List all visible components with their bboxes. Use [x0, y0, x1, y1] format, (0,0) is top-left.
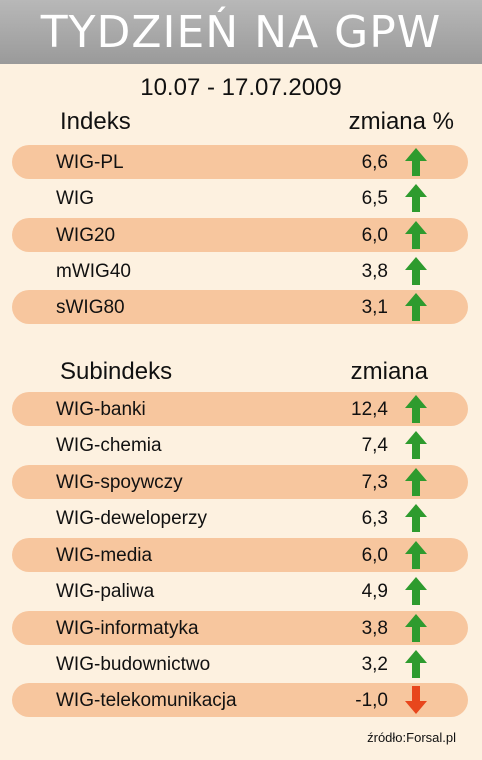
subindex-change: 3,2	[361, 654, 388, 675]
subindex-change: 3,8	[361, 618, 388, 639]
subindex-row: WIG-informatyka 3,8	[12, 611, 468, 645]
subindex-name: WIG-chemia	[56, 435, 162, 456]
up-arrow-icon	[405, 184, 427, 212]
index-name: WIG-PL	[56, 152, 124, 173]
up-arrow-icon	[405, 148, 427, 176]
subindex-change: 7,3	[361, 472, 388, 493]
subindices-header: Subindeks zmiana	[0, 358, 482, 388]
subindex-change: 4,9	[361, 581, 388, 602]
indices-column-name: Indeks	[60, 108, 131, 135]
up-arrow-icon	[405, 577, 427, 605]
index-change: 6,5	[361, 188, 388, 209]
index-name: sWIG80	[56, 297, 125, 318]
source-note: źródło:Forsal.pl	[367, 730, 456, 745]
subindex-row: WIG-budownictwo 3,2	[12, 647, 468, 681]
date-range: 10.07 - 17.07.2009	[140, 74, 342, 101]
index-row: sWIG80 3,1	[12, 290, 468, 324]
subindices-column-name: Subindeks	[60, 358, 173, 385]
subindex-change: 6,3	[361, 508, 388, 529]
indices-header: Indeks zmiana %	[0, 108, 482, 138]
index-row: WIG 6,5	[12, 181, 468, 215]
subindex-name: WIG-banki	[56, 399, 146, 420]
subindex-row: WIG-banki 12,4	[12, 392, 468, 426]
subindex-row: WIG-media 6,0	[12, 538, 468, 572]
index-row: WIG20 6,0	[12, 218, 468, 252]
subindex-name: WIG-informatyka	[56, 618, 199, 639]
header-banner: TYDZIEŃ NA GPW	[0, 0, 482, 64]
subindex-row: WIG-deweloperzy 6,3	[12, 501, 468, 535]
subindex-name: WIG-paliwa	[56, 581, 155, 602]
subindex-row: WIG-telekomunikacja -1,0	[12, 683, 468, 717]
down-arrow-icon	[405, 686, 427, 714]
subindex-name: WIG-deweloperzy	[56, 508, 207, 529]
subindex-change: 6,0	[361, 545, 388, 566]
up-arrow-icon	[405, 431, 427, 459]
up-arrow-icon	[405, 468, 427, 496]
index-change: 6,0	[361, 225, 388, 246]
subindex-name: WIG-budownictwo	[56, 654, 211, 675]
index-name: WIG	[56, 188, 94, 209]
subindex-row: WIG-paliwa 4,9	[12, 574, 468, 608]
index-row: mWIG40 3,8	[12, 254, 468, 288]
subindex-change: -1,0	[355, 690, 388, 711]
indices-column-change: zmiana %	[348, 108, 454, 135]
index-row: WIG-PL 6,6	[12, 145, 468, 179]
subindex-name: WIG-telekomunikacja	[56, 690, 237, 711]
page-title: TYDZIEŃ NA GPW	[40, 6, 442, 58]
index-change: 3,8	[361, 261, 388, 282]
subindex-name: WIG-media	[56, 545, 153, 566]
up-arrow-icon	[405, 293, 427, 321]
index-change: 3,1	[361, 297, 388, 318]
subindices-column-change: zmiana	[350, 358, 428, 385]
subindex-row: WIG-spoywczy 7,3	[12, 465, 468, 499]
up-arrow-icon	[405, 504, 427, 532]
subindex-name: WIG-spoywczy	[56, 472, 183, 493]
subindex-change: 12,4	[351, 399, 388, 420]
up-arrow-icon	[405, 221, 427, 249]
up-arrow-icon	[405, 257, 427, 285]
subindex-change: 7,4	[361, 435, 388, 456]
up-arrow-icon	[405, 541, 427, 569]
index-change: 6,6	[361, 152, 388, 173]
index-name: mWIG40	[56, 261, 131, 282]
up-arrow-icon	[405, 614, 427, 642]
up-arrow-icon	[405, 395, 427, 423]
up-arrow-icon	[405, 650, 427, 678]
subindex-row: WIG-chemia 7,4	[12, 428, 468, 462]
index-name: WIG20	[56, 225, 116, 246]
